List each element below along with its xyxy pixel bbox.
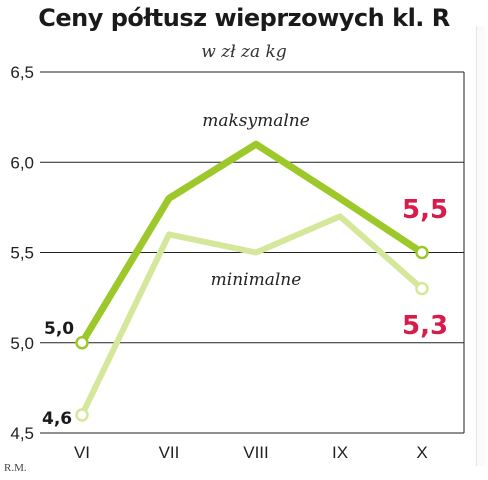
series-line-maksymalne	[78, 140, 426, 347]
y-tick-label: 5,0	[10, 334, 34, 353]
data-point-minimalne	[75, 408, 89, 422]
min-end-value-label: 5,3	[402, 311, 448, 341]
x-tick-label: X	[416, 443, 427, 462]
data-point-minimalne	[415, 281, 429, 296]
x-tick-label: IX	[332, 443, 348, 462]
x-tick-label: VII	[159, 443, 180, 462]
series-layer	[75, 140, 429, 422]
x-tick-label: VI	[74, 443, 90, 462]
y-tick-label: 4,5	[10, 424, 34, 443]
series-line-minimalne	[79, 213, 425, 418]
data-point-maksymalne	[75, 336, 89, 350]
series-label-minimalne: minimalne	[211, 270, 302, 290]
max-end-value-label: 5,5	[402, 195, 448, 225]
y-tick-label: 5,5	[10, 244, 34, 263]
y-tick-label: 6,5	[10, 63, 34, 82]
series-label-maksymalne: maksymalne	[202, 111, 310, 131]
y-tick-label: 6,0	[10, 153, 34, 172]
min-start-value-label: 4,6	[42, 409, 72, 429]
grid-layer	[40, 71, 465, 434]
data-point-maksymalne	[415, 245, 429, 260]
page-edge-strip	[476, 26, 485, 466]
x-axis-ticks: VI VII VIII IX X	[74, 443, 428, 462]
x-tick-label: VIII	[243, 443, 269, 462]
chart-subtitle: w zł za kg	[201, 42, 287, 62]
max-start-value-label: 5,0	[44, 319, 74, 339]
author-credit: R.M.	[4, 462, 27, 474]
y-axis-ticks: 4,5 5,0 5,5 6,0 6,5	[10, 63, 34, 443]
chart-title: Ceny półtusz wieprzowych kl. R	[38, 4, 450, 32]
label-layer: maksymalne minimalne 5,0 4,6 5,5 5,3	[42, 111, 448, 429]
